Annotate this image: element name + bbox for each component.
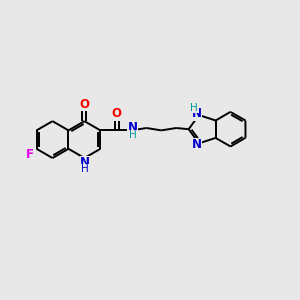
Text: N: N — [80, 156, 90, 169]
Text: O: O — [80, 98, 89, 111]
Text: H: H — [129, 130, 137, 140]
Text: N: N — [192, 107, 202, 120]
Text: N: N — [192, 138, 202, 151]
Text: O: O — [112, 107, 122, 120]
Text: F: F — [26, 148, 34, 161]
Text: H: H — [81, 164, 89, 174]
Text: H: H — [190, 103, 198, 112]
Text: N: N — [128, 121, 138, 134]
